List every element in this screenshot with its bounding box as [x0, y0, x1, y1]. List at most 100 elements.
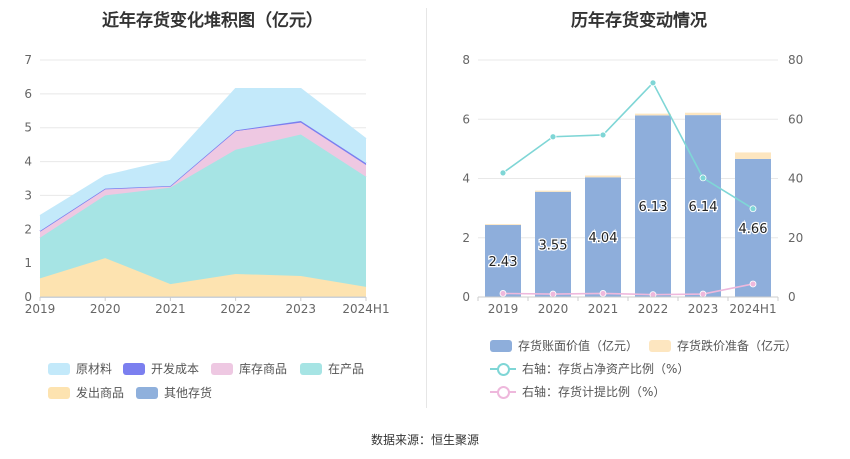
line-右轴：存货占净资产比例（%）	[502, 81, 754, 210]
x-tick-label: 2020	[538, 302, 569, 316]
y2-tick-label: 0	[788, 290, 796, 304]
line-point	[549, 290, 557, 298]
y-tick-label: 6	[462, 112, 470, 126]
legend-label: 库存商品	[239, 362, 288, 376]
legend-label: 右轴：存货占净资产比例（%）	[522, 362, 690, 376]
legend-label: 其他存货	[164, 386, 213, 400]
legend-item-book-value[interactable]: 存货账面价值（亿元）	[490, 337, 638, 354]
bar-impairment	[635, 113, 671, 116]
legend-swatch	[123, 362, 145, 375]
legend-label: 存货账面价值（亿元）	[518, 339, 639, 353]
y-tick-label: 8	[462, 53, 470, 67]
bar-label-bg	[588, 228, 618, 247]
legend-swatch	[211, 362, 233, 375]
bar-impairment	[685, 112, 721, 116]
x-tick-label: 2021	[155, 302, 186, 316]
area-发出商品	[40, 258, 366, 297]
y-tick-label: 6	[24, 87, 32, 101]
bar-label-bg	[688, 197, 718, 216]
line-右轴：存货计提比例（%）	[502, 283, 754, 296]
y-tick-label: 7	[24, 53, 32, 67]
left-chart-title: 近年存货变化堆积图（亿元）	[102, 11, 323, 31]
legend-label: 在产品	[328, 362, 365, 376]
y-tick-label: 3	[24, 188, 32, 202]
legend-item-impairment[interactable]: 存货跌价准备（亿元）	[649, 337, 797, 354]
legend-item-inventory-goods[interactable]: 库存商品	[211, 360, 287, 377]
area-edge-原材料	[39, 88, 367, 217]
line-point	[499, 290, 507, 297]
x-tick-label: 2019	[25, 302, 56, 316]
bar-value-label: 3.55	[539, 238, 568, 253]
panel-divider	[426, 8, 427, 408]
line-point	[499, 169, 507, 177]
legend-item-shipped-goods[interactable]: 发出商品	[48, 384, 124, 401]
legend-item-other-inventory[interactable]: 其他存货	[136, 384, 212, 401]
y-tick-label: 2	[462, 231, 470, 245]
x-tick-label: 2023	[286, 302, 317, 316]
bar-value-label: 6.13	[639, 200, 668, 215]
legend-swatch	[48, 362, 70, 375]
x-tick-label: 2020	[90, 302, 121, 316]
line-point	[749, 280, 757, 288]
legend-label: 原材料	[76, 362, 113, 376]
y-tick-label: 0	[462, 290, 470, 304]
legend-label: 发出商品	[76, 386, 125, 400]
bar-label-bg	[538, 235, 568, 254]
line-point	[649, 291, 657, 299]
legend-label: 开发成本	[151, 362, 200, 376]
bar-impairment	[535, 190, 571, 192]
bar-label-bg	[488, 252, 518, 271]
y-tick-label: 4	[462, 172, 470, 186]
x-tick-label: 2024H1	[729, 302, 776, 316]
line-point	[549, 133, 557, 141]
x-tick-label: 2022	[638, 302, 669, 316]
left-chart-panel: 近年存货变化堆积图（亿元） 0 1 2 3 4 5 6 7 2019 2020 2021 2022 20…	[0, 0, 425, 410]
legend-item-dev-cost[interactable]: 开发成本	[123, 360, 199, 377]
y2-tick-label: 60	[788, 112, 803, 126]
line-point	[599, 131, 607, 139]
bar-impairment	[585, 175, 621, 178]
legend-line-swatch	[490, 362, 516, 376]
legend-item-wip[interactable]: 在产品	[300, 360, 364, 377]
y-tick-label: 4	[24, 155, 32, 169]
right-chart-title: 历年存货变动情况	[571, 11, 707, 31]
y-tick-label: 5	[24, 121, 32, 135]
x-tick-label: 2019	[488, 302, 519, 316]
y-tick-label: 1	[24, 256, 32, 270]
line-point	[649, 79, 657, 87]
x-tick-label: 2022	[220, 302, 251, 316]
y2-tick-label: 40	[788, 172, 803, 186]
legend-label: 存货跌价准备（亿元）	[677, 339, 798, 353]
legend-swatch	[48, 386, 70, 399]
legend-label: 右轴：存货计提比例（%）	[522, 385, 666, 399]
bar-value-label: 6.14	[689, 200, 718, 215]
bar-impairment	[735, 152, 771, 159]
legend-item-provision-ratio[interactable]: 右轴：存货计提比例（%）	[490, 383, 665, 400]
bar-label-bg	[638, 197, 668, 216]
data-source: 数据来源：恒生聚源	[370, 433, 479, 447]
stacked-area-chart: 0 1 2 3 4 5 6 7 2019 2020 2021 2022 2023 2024H1	[24, 53, 389, 316]
bar-impairment	[485, 224, 521, 226]
legend-swatch	[300, 362, 322, 375]
legend-item-raw-materials[interactable]: 原材料	[48, 360, 112, 377]
line-point	[699, 290, 707, 298]
right-chart-panel: 历年存货变动情况 0 2 4 6 8 0 20 40 60 80 2.43 3.55 4.04 6.13 6…	[428, 0, 850, 410]
area-在产品	[40, 134, 366, 287]
line-point	[599, 290, 607, 297]
x-tick-label: 2023	[688, 302, 719, 316]
legend-swatch	[649, 339, 671, 352]
legend-swatch	[136, 386, 158, 399]
bar-value-label: 4.66	[739, 222, 768, 237]
x-tick-label: 2024H1	[342, 302, 389, 316]
x-tick-label: 2021	[588, 302, 619, 316]
legend-swatch	[490, 339, 512, 352]
y2-tick-label: 80	[788, 53, 803, 67]
legend-line-swatch	[490, 385, 516, 399]
bar-value-label: 2.43	[489, 255, 518, 270]
legend-item-net-asset-ratio[interactable]: 右轴：存货占净资产比例（%）	[490, 360, 689, 377]
y2-tick-label: 20	[788, 231, 803, 245]
line-point	[699, 174, 707, 182]
y-tick-label: 2	[24, 222, 32, 236]
line-point	[749, 205, 757, 213]
